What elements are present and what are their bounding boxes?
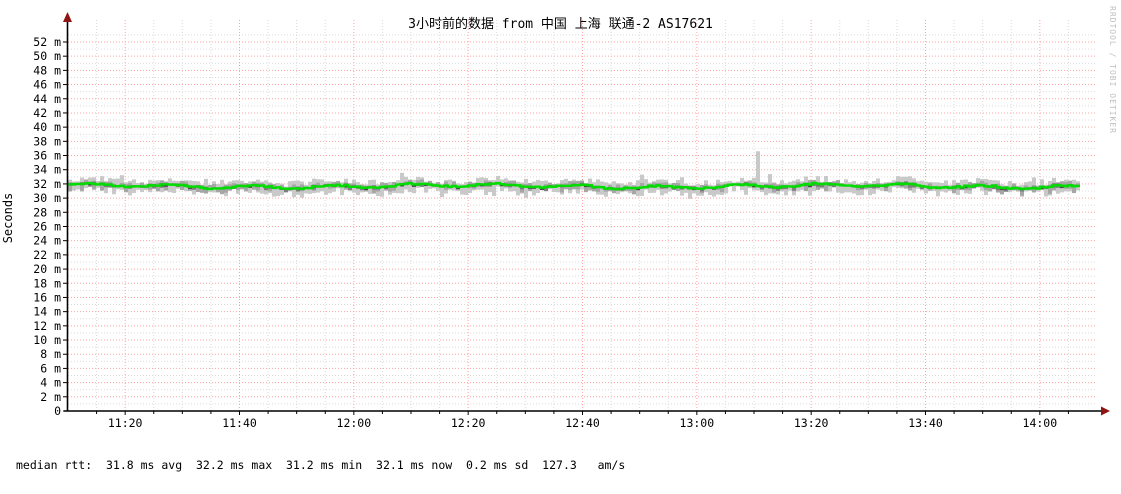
svg-text:12:20: 12:20 (451, 416, 486, 430)
svg-text:4 m: 4 m (40, 376, 61, 390)
svg-text:44 m: 44 m (33, 92, 61, 106)
chart-title: 3小时前的数据 from 中国 上海 联通-2 AS17621 (408, 17, 713, 32)
svg-text:28 m: 28 m (33, 205, 61, 219)
svg-text:48 m: 48 m (33, 63, 61, 77)
svg-text:2 m: 2 m (40, 390, 61, 404)
gridlines (68, 20, 1097, 411)
svg-text:42 m: 42 m (33, 106, 61, 120)
svg-text:14:00: 14:00 (1023, 416, 1058, 430)
median-rtt-label: median rtt: (16, 458, 93, 473)
svg-text:30 m: 30 m (33, 191, 61, 205)
svg-text:16 m: 16 m (33, 290, 61, 304)
x-axis-arrow (1101, 406, 1110, 416)
svg-text:13:40: 13:40 (908, 416, 943, 430)
svg-text:11:40: 11:40 (222, 416, 257, 430)
y-axis-arrow (63, 12, 72, 22)
median-rtt-row: median rtt: 31.8 ms avg 32.2 ms max 31.2 … (16, 458, 1121, 473)
svg-text:12 m: 12 m (33, 319, 61, 333)
smoke-band (68, 151, 1080, 199)
svg-text:26 m: 26 m (33, 219, 61, 233)
svg-text:34 m: 34 m (33, 163, 61, 177)
svg-text:10 m: 10 m (33, 333, 61, 347)
svg-text:8 m: 8 m (40, 347, 61, 361)
svg-text:13:20: 13:20 (794, 416, 829, 430)
svg-text:24 m: 24 m (33, 234, 61, 248)
median-line (68, 181, 1080, 191)
svg-text:32 m: 32 m (33, 177, 61, 191)
svg-text:0: 0 (54, 404, 61, 418)
svg-text:38 m: 38 m (33, 134, 61, 148)
svg-text:52 m: 52 m (33, 35, 61, 49)
svg-text:20 m: 20 m (33, 262, 61, 276)
svg-text:12:00: 12:00 (337, 416, 372, 430)
svg-text:40 m: 40 m (33, 120, 61, 134)
svg-text:13:00: 13:00 (680, 416, 715, 430)
rrdtool-watermark: RRDTOOL / TOBI OETIKER (1108, 6, 1117, 134)
stats-footer: median rtt: 31.8 ms avg 32.2 ms max 31.2 … (16, 432, 1121, 494)
svg-text:46 m: 46 m (33, 78, 61, 92)
svg-text:50 m: 50 m (33, 49, 61, 63)
svg-text:12:40: 12:40 (565, 416, 600, 430)
svg-text:6 m: 6 m (40, 361, 61, 375)
svg-text:36 m: 36 m (33, 149, 61, 163)
median-rtt-values: 31.8 ms avg 32.2 ms max 31.2 ms min 32.1… (106, 458, 626, 473)
axes (63, 12, 1110, 416)
svg-text:11:20: 11:20 (108, 416, 143, 430)
svg-text:18 m: 18 m (33, 276, 61, 290)
plot-area: 02 m4 m6 m8 m10 m12 m14 m16 m18 m20 m22 … (33, 12, 1110, 430)
axis-labels: 02 m4 m6 m8 m10 m12 m14 m16 m18 m20 m22 … (33, 35, 1057, 430)
svg-text:22 m: 22 m (33, 248, 61, 262)
svg-text:14 m: 14 m (33, 305, 61, 319)
